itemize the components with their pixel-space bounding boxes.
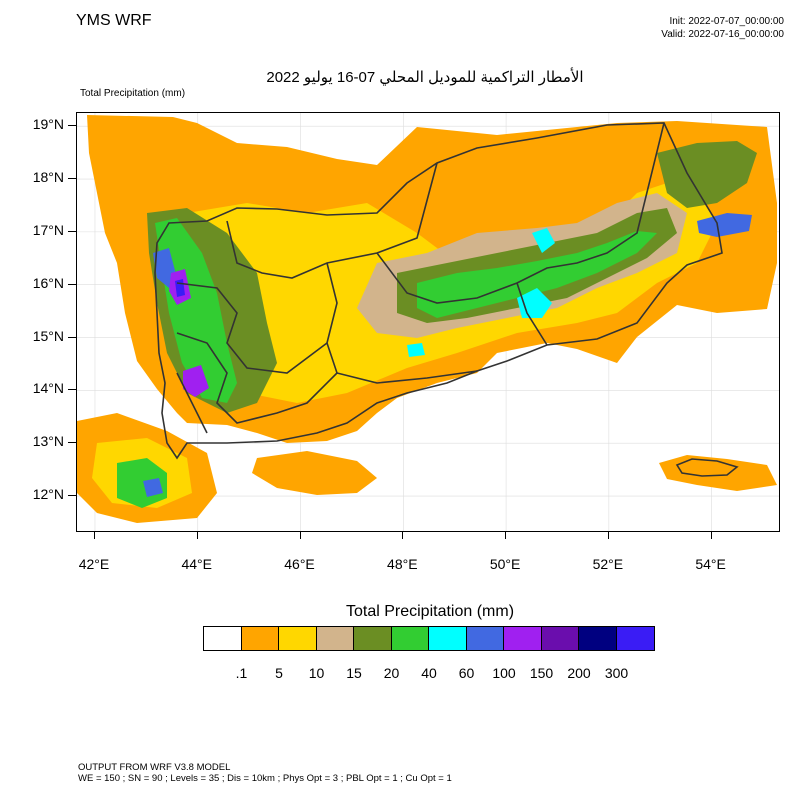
legend-level-label: 300 [604,665,629,681]
legend-level-label: 60 [458,665,475,681]
latitude-label: 15°N [32,327,64,344]
longitude-label: 48°E [387,556,418,572]
precip-cyan-patch-3 [407,343,425,357]
longitude-tick [505,532,507,539]
precip-orange-sw-sea [252,451,377,495]
precipitation-field [77,115,777,523]
latitude-label: 14°N [32,380,64,397]
latitude-tick [68,495,76,497]
latitude-tick [68,283,76,285]
legend-swatch [391,627,429,650]
latitude-tick [68,336,76,338]
latitude-label: 18°N [32,169,64,186]
latitude-label: 19°N [32,116,64,133]
legend-swatch [204,627,242,650]
legend-swatch [241,627,279,650]
governorate-border-4 [516,282,548,346]
longitude-tick [93,532,95,539]
map-canvas [77,113,779,531]
legend-level-label: 200 [567,665,591,681]
legend-level-label: .1 [235,665,248,681]
precip-green-south [117,458,167,508]
legend-swatch [541,627,579,650]
legend-swatch [279,627,317,650]
longitude-tick [607,532,609,539]
precip-cyan-patch-2 [532,228,555,253]
legend-level-label: 40 [421,665,437,681]
socotra-outline [675,458,739,477]
init-time: Init: 2022-07-07_00:00:00 [669,16,784,27]
legend-swatch [579,627,617,650]
longitude-label: 46°E [284,556,315,572]
admin-boundaries [154,122,739,477]
field-label: Total Precipitation (mm) [80,88,186,99]
legend-level-label: 15 [346,665,362,681]
latitude-label: 16°N [32,274,64,291]
latitude-label: 17°N [32,221,64,238]
longitude-tick [710,532,712,539]
precip-olive-east [657,141,757,208]
valid-time: Valid: 2022-07-16_00:00:00 [661,29,784,40]
legend-swatch [429,627,467,650]
legend-level-label: 20 [383,665,400,681]
governorate-border-7 [176,372,208,434]
precip-blue-south [143,478,163,497]
longitude-label: 44°E [181,556,212,572]
model-brand: YMS WRF [76,12,152,29]
legend-swatch [466,627,504,650]
model-info-line-2: WE = 150 ; SN = 90 ; Levels = 35 ; Dis =… [78,773,452,784]
latitude-tick [68,389,76,391]
governorate-border-5 [176,282,328,374]
latitude-tick [68,442,76,444]
longitude-tick [196,532,198,539]
precipitation-map [76,112,780,532]
legend-swatch [616,627,654,650]
legend-level-label: 150 [529,665,554,681]
longitude-label: 42°E [78,556,110,572]
legend-swatch [354,627,392,650]
longitude-label: 52°E [592,556,624,572]
precip-orange-socotra [659,455,777,491]
color-legend [203,626,655,651]
latitude-tick [68,230,76,232]
longitude-label: 50°E [489,556,521,572]
longitude-label: 54°E [695,556,726,572]
legend-swatch [504,627,542,650]
longitude-tick [299,532,301,539]
latitude-label: 12°N [32,486,64,503]
legend-level-label: 5 [275,665,283,681]
precip-blue-patch [697,213,752,237]
latitude-tick [68,178,76,180]
precip-purple-core-2 [183,365,209,397]
governorate-border-3 [376,122,665,304]
legend-level-label: 10 [308,665,325,681]
model-info-line-1: OUTPUT FROM WRF V3.8 MODEL [78,762,231,773]
map-title: الأمطار التراكمية للموديل المحلي 07-16 ي… [266,69,584,86]
precip-green-central [417,231,657,318]
latitude-tick [68,125,76,127]
governorate-border-1 [226,162,438,279]
legend-level-label: 100 [492,665,516,681]
governorate-border-6 [176,332,338,424]
legend-swatch [316,627,354,650]
longitude-tick [402,532,404,539]
legend-title: Total Precipitation (mm) [345,603,515,620]
latitude-label: 13°N [32,433,64,450]
